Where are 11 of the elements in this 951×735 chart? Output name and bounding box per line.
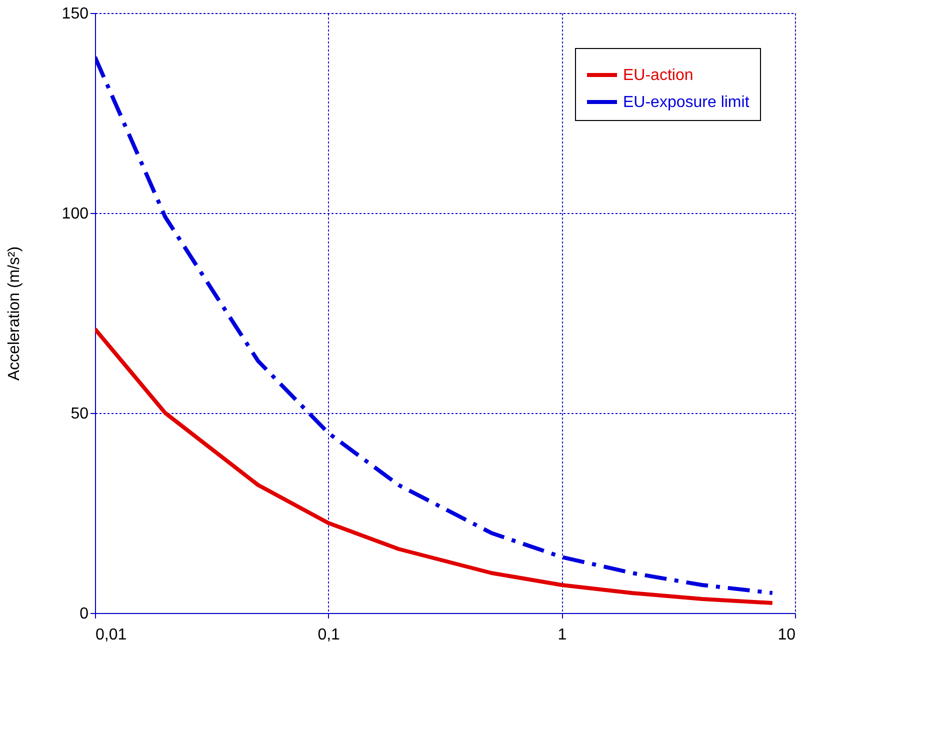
x-tick-label: 1 [558, 626, 567, 644]
x-tick-label: 10 [778, 626, 796, 644]
legend-label: EU-exposure limit [623, 94, 750, 111]
y-axis-title: Acceleration (m/s²) [6, 246, 23, 381]
x-tick-label: 0,1 [318, 626, 340, 644]
legend-label: EU-action [623, 67, 694, 84]
y-tick-label: 150 [62, 6, 89, 22]
y-tick-label: 100 [62, 206, 89, 222]
y-tick-label: 50 [70, 406, 89, 422]
x-tick-label: 0,01 [96, 626, 127, 644]
y-tick-label: 0 [80, 606, 89, 622]
